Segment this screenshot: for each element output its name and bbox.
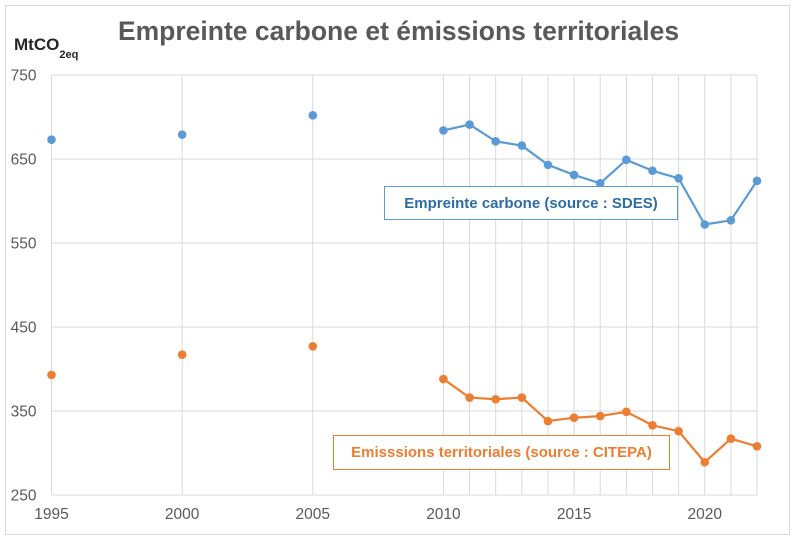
- svg-text:2000: 2000: [165, 506, 200, 523]
- svg-text:2020: 2020: [687, 506, 722, 523]
- svg-text:750: 750: [11, 67, 37, 84]
- svg-text:2015: 2015: [557, 506, 591, 523]
- svg-text:2005: 2005: [296, 506, 330, 523]
- svg-text:450: 450: [11, 319, 37, 336]
- svg-text:550: 550: [11, 235, 37, 252]
- svg-text:1995: 1995: [34, 506, 68, 523]
- svg-text:250: 250: [11, 487, 37, 504]
- svg-text:2010: 2010: [426, 506, 461, 523]
- svg-text:350: 350: [11, 403, 37, 420]
- svg-text:650: 650: [11, 151, 37, 168]
